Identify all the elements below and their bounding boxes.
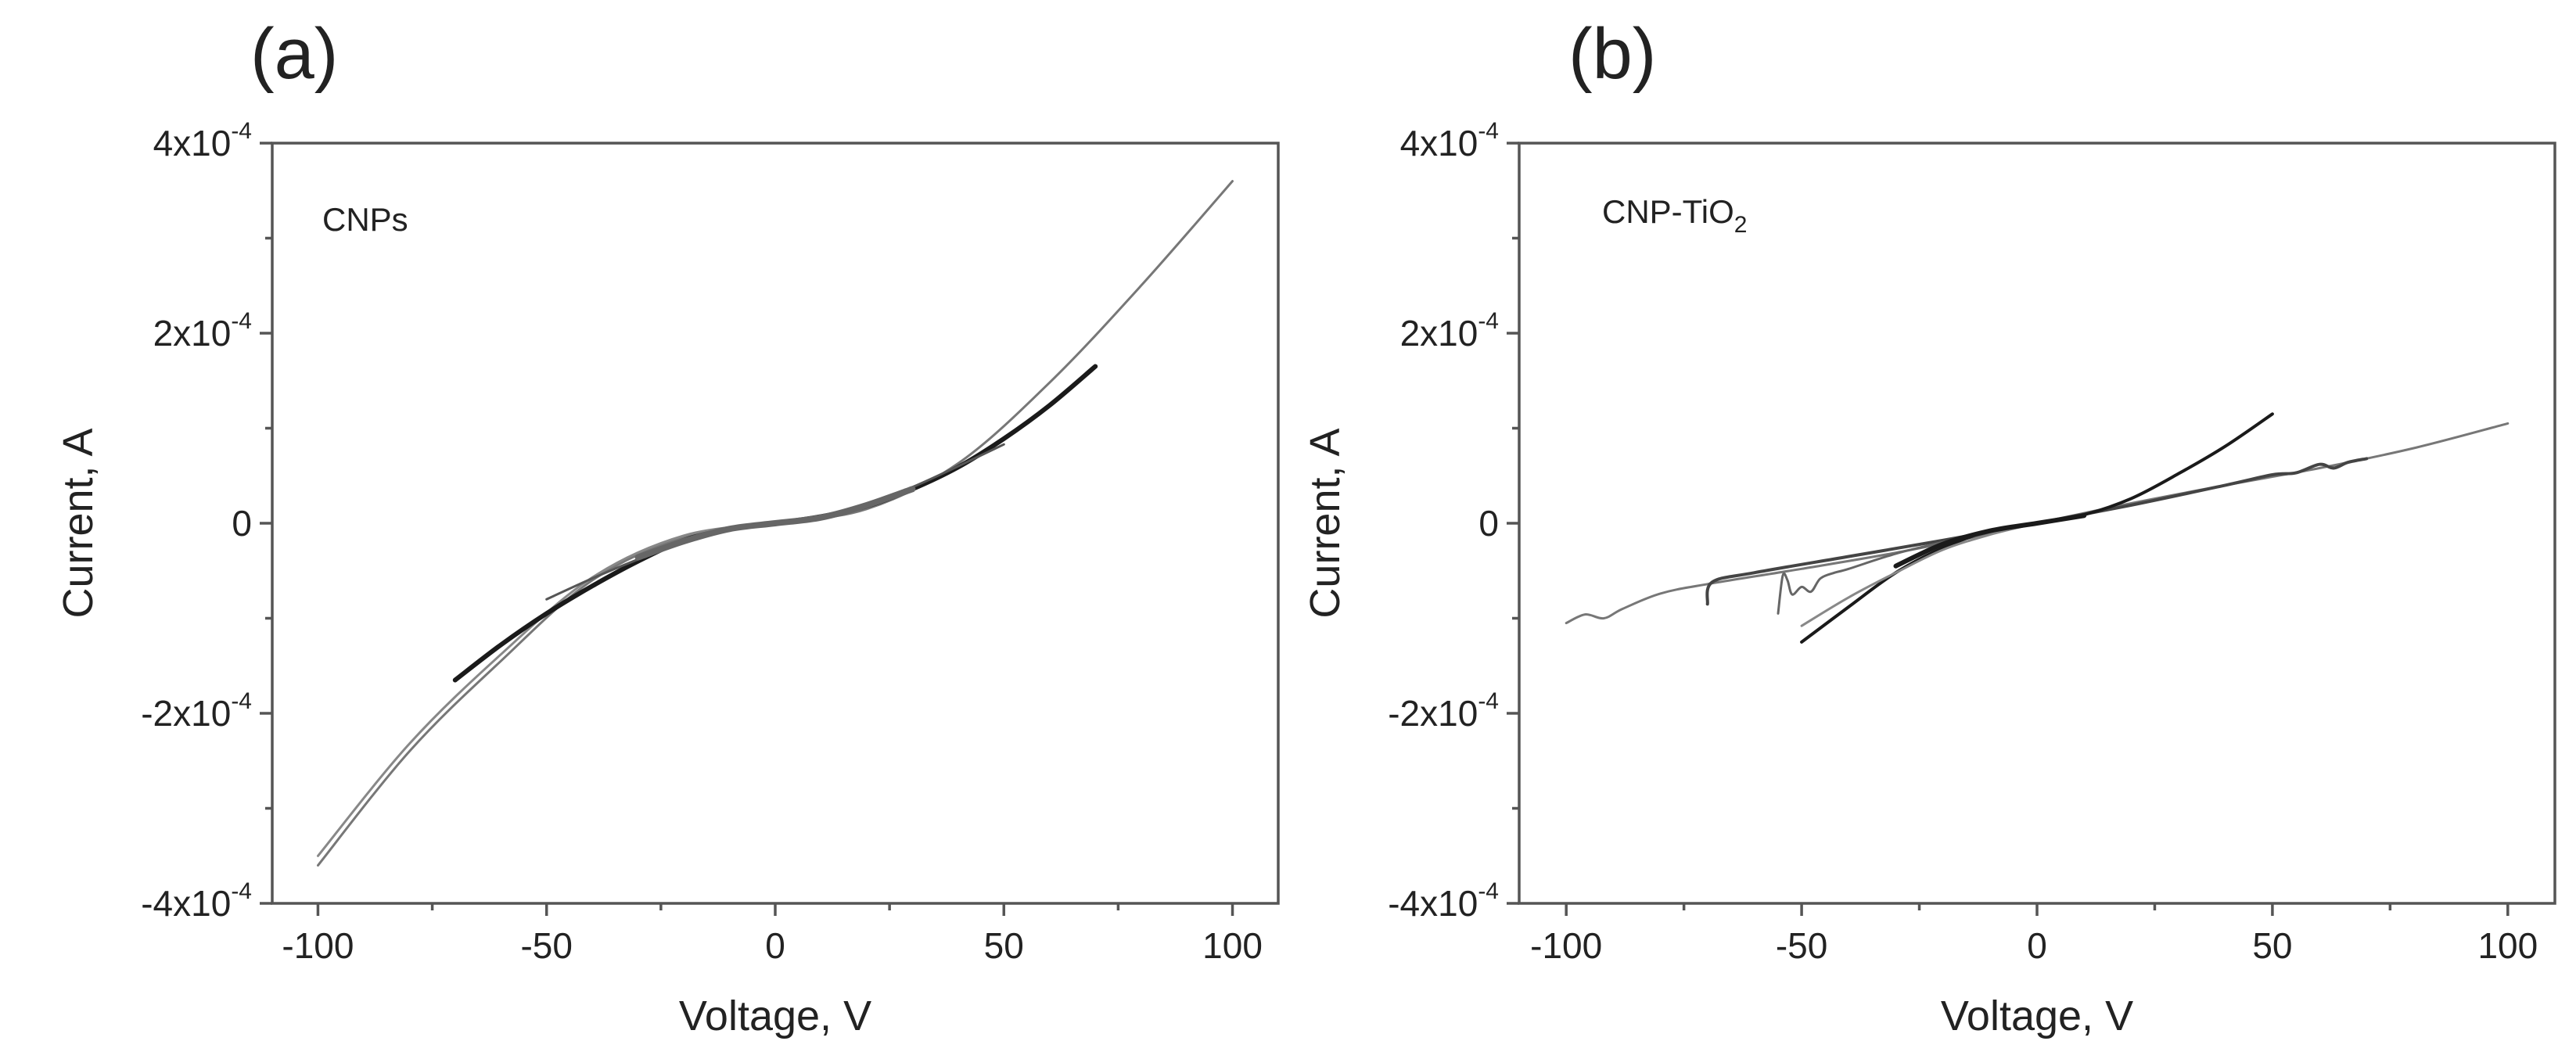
x-tick-label: 0: [2027, 925, 2047, 966]
x-tick-label: 50: [2252, 925, 2292, 966]
y-tick-label: -4x10-4: [1388, 878, 1499, 924]
x-tick-label: -100: [1530, 925, 1602, 966]
x-tick-label: 100: [2477, 925, 2538, 966]
panel-a-sample-annotation: CNPs: [322, 201, 408, 238]
x-tick-label: 100: [1202, 925, 1263, 966]
y-tick-label: 4x10-4: [153, 118, 252, 163]
panel-a-y-axis-label: Current, A: [55, 428, 102, 618]
y-tick-label: 0: [1478, 503, 1499, 544]
panel-b-series-6: [1893, 513, 2087, 569]
y-tick-label: 0: [232, 503, 252, 544]
y-tick-label: -2x10-4: [1388, 688, 1499, 734]
y-tick-label: 2x10-4: [1400, 308, 1499, 354]
panel-b-series-2: [1705, 457, 2369, 606]
panel-a-label: (a): [250, 14, 338, 94]
x-tick-label: -100: [282, 925, 354, 966]
panel-b: (b) -100 -50 0 50 100 -4x10-4 -2x10-4 0 2x10-4 4x1…: [1302, 14, 2556, 1039]
panel-b-series-3: [1800, 412, 2274, 644]
y-tick-label: 2x10-4: [153, 308, 252, 354]
panel-a-series-2: [317, 522, 777, 857]
x-tick-label: -50: [520, 925, 572, 966]
panel-a-series-5: [634, 486, 916, 561]
panel-a: (a) -100 -50 0 50 100 -4x10-4 -2x10-4 0 2x10-4 4x1…: [55, 14, 1280, 1039]
x-tick-label: 50: [984, 925, 1024, 966]
panel-b-series-4: [1777, 522, 2039, 615]
y-tick-label: 4x10-4: [1400, 118, 1499, 163]
x-tick-label: -50: [1776, 925, 1827, 966]
panel-b-x-axis-label: Voltage, V: [1941, 993, 2133, 1039]
panel-b-y-axis-label: Current, A: [1302, 428, 1349, 618]
y-tick-label: -2x10-4: [141, 688, 252, 734]
x-tick-label: 0: [765, 925, 785, 966]
panel-b-label: (b): [1568, 14, 1656, 94]
panel-b-series-5: [1800, 522, 2039, 627]
y-tick-label: -4x10-4: [141, 878, 252, 924]
panel-a-x-axis-label: Voltage, V: [679, 993, 871, 1039]
panel-b-sample-annotation: CNP-TiO2: [1602, 193, 1747, 238]
